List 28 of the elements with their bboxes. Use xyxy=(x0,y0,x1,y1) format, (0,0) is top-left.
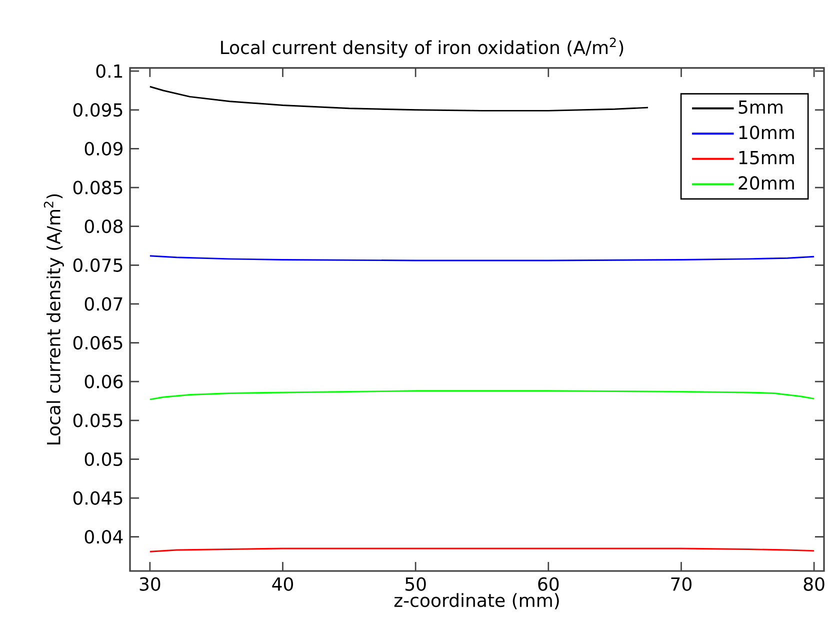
x-tick-label: 60 xyxy=(538,577,559,591)
y-tick-label: 0.05 xyxy=(84,452,122,466)
y-axis-title: Local current density (A/m$^{2}$) xyxy=(44,194,64,444)
y-tick-label: 0.045 xyxy=(73,491,122,505)
y-tick-label: 0.04 xyxy=(84,530,123,544)
x-tick-label: 40 xyxy=(272,577,294,591)
legend-label: 5mm xyxy=(738,100,782,114)
y-tick-label: 0.075 xyxy=(73,258,122,272)
x-tick-label: 50 xyxy=(406,577,426,591)
y-tick-label: 0.07 xyxy=(84,297,122,311)
line-series xyxy=(149,86,649,112)
chart-title: Local current density of iron oxidation (A/m$^{2}$) xyxy=(221,38,624,58)
legend-label: 10mm xyxy=(739,126,794,140)
y-tick-label: 0.085 xyxy=(73,180,122,194)
y-tick-label: 0.08 xyxy=(84,220,122,234)
y-tick-label: 0.055 xyxy=(73,414,122,428)
line-series xyxy=(149,390,815,400)
y-tick-label: 0.09 xyxy=(84,142,122,156)
legend-label: 15mm xyxy=(739,151,794,164)
x-tick-label: 70 xyxy=(671,577,692,591)
y-tick-label: 0.1 xyxy=(96,64,122,78)
y-tick-label: 0.065 xyxy=(73,336,122,350)
y-tick-label: 0.06 xyxy=(84,374,123,388)
x-axis-title: z-coordinate (mm) xyxy=(394,593,559,610)
legend-label: 20mm xyxy=(738,176,794,190)
x-tick-label: 30 xyxy=(140,577,160,591)
y-tick-label: 0.095 xyxy=(73,103,122,117)
x-tick-label: 80 xyxy=(804,577,824,591)
